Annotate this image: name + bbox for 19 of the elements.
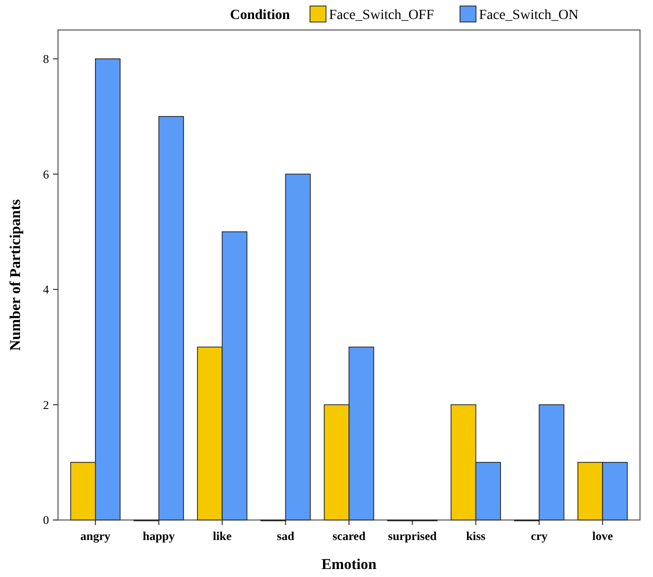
y-tick-label: 4 xyxy=(43,282,49,297)
x-tick-label: angry xyxy=(80,529,110,543)
x-axis-title: Emotion xyxy=(321,557,378,573)
y-tick-label: 0 xyxy=(43,513,49,528)
y-axis-title: Number of Participants xyxy=(8,199,24,351)
y-tick-label: 2 xyxy=(43,398,49,412)
x-tick-label: cry xyxy=(530,529,548,543)
x-tick-label: happy xyxy=(142,529,175,543)
legend-label: Face_Switch_OFF xyxy=(329,8,434,23)
x-tick-label: sad xyxy=(276,529,295,543)
x-tick-label: like xyxy=(212,529,232,543)
x-tick-label: surprised xyxy=(388,529,438,543)
x-tick-label: love xyxy=(592,529,614,543)
y-tick-label: 8 xyxy=(43,52,49,66)
x-tick-label: scared xyxy=(332,529,366,543)
y-tick-label: 6 xyxy=(43,167,49,182)
x-tick-label: kiss xyxy=(466,529,486,543)
legend-label: Face_Switch_ON xyxy=(479,8,579,23)
legend-title: Condition xyxy=(230,8,290,23)
